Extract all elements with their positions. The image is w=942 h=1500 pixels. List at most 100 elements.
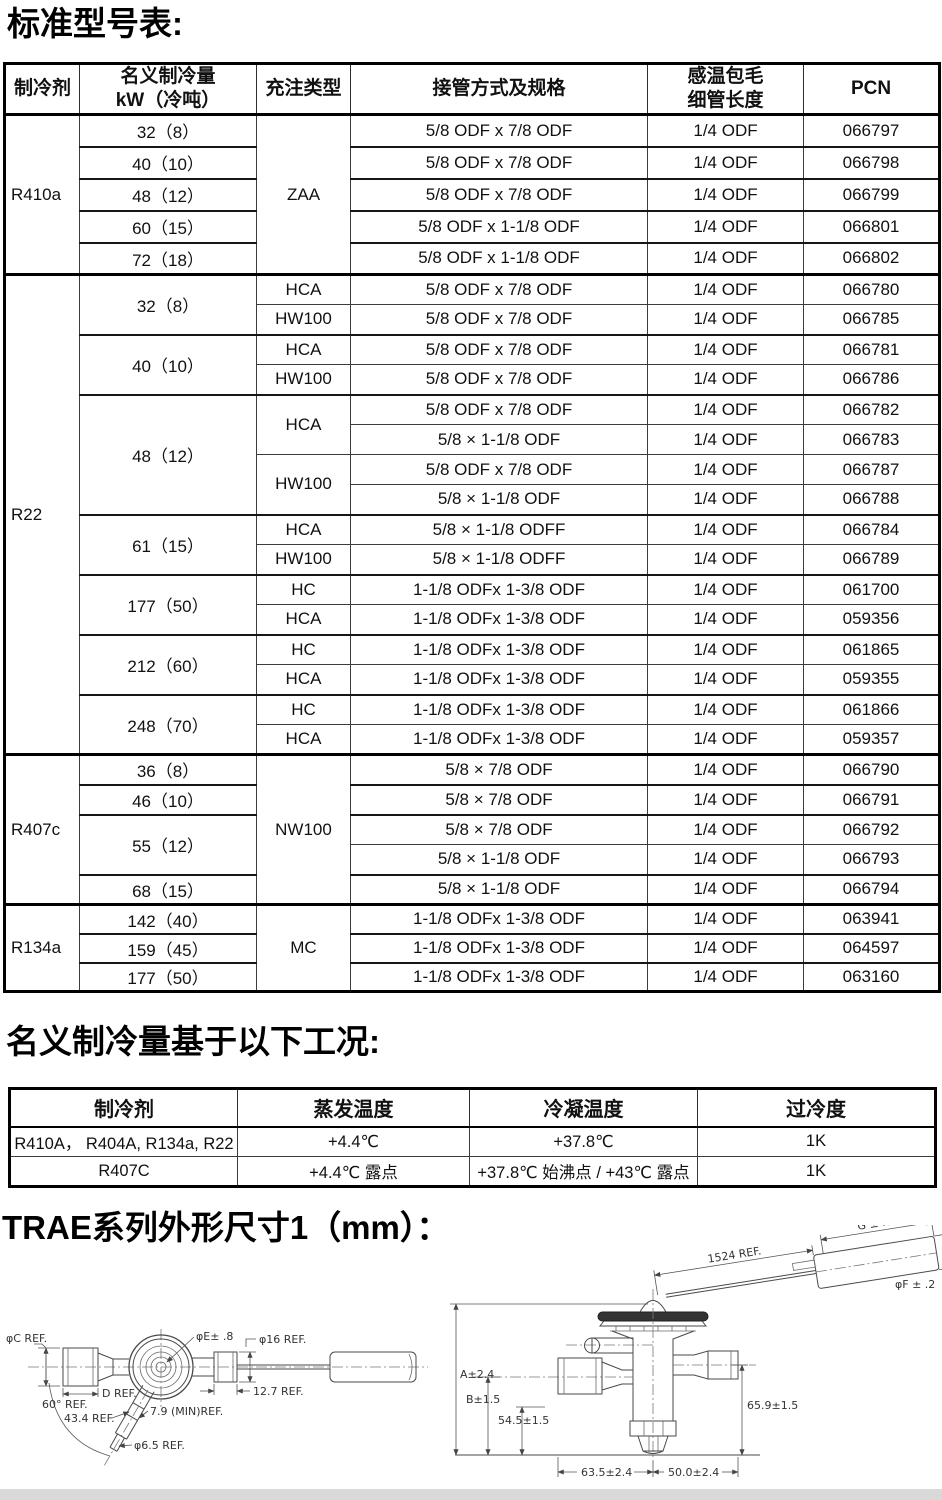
cell-bulb: 1/4 ODF	[647, 573, 804, 605]
cell-pcn: 066799	[803, 177, 940, 211]
dim-label-phi16: φ16 REF.	[259, 1333, 306, 1346]
cell-pcn: 066793	[803, 844, 940, 875]
col-header-subcooling: 过冷度	[697, 1088, 936, 1128]
table-row: 177（50） HC 1-1/8 ODFx 1-3/8 ODF 1/4 ODF 0617…	[5, 573, 940, 635]
dim-label-500: 50.0±2.4	[668, 1466, 719, 1479]
cell-connection: 5/8 ODF x 7/8 ODF	[350, 393, 648, 425]
cell-pcn: 059356	[803, 604, 940, 635]
dim-label-G: G ± .8	[856, 1225, 893, 1233]
cell-capacity: 48（12）	[79, 393, 257, 515]
cell-bulb: 1/4 ODF	[647, 393, 804, 425]
cell-connection: 1-1/8 ODFx 1-3/8 ODF	[350, 724, 648, 755]
table-row: 40（10） 5/8 ODF x 7/8 ODF 1/4 ODF 066798	[5, 145, 940, 179]
cell-pcn: 066794	[803, 873, 940, 905]
table-row: R410A， R404A, R134a, R22 +4.4℃ +37.8℃ 1K	[9, 1126, 936, 1157]
cell-charge: HCA	[256, 664, 351, 695]
cell-refrigerant: R22	[4, 273, 80, 755]
cell-bulb: 1/4 ODF	[647, 424, 804, 455]
cell-subcooling: 1K	[697, 1156, 936, 1187]
cell-connection: 5/8 × 1-1/8 ODF	[350, 424, 648, 455]
cell-charge: HCA	[256, 513, 351, 545]
table-row: R410a 32（8） ZAA 5/8 ODF x 7/8 ODF 1/4 ODF 066…	[4, 114, 940, 275]
cell-pcn: 066788	[803, 484, 940, 515]
cell-bulb: 1/4 ODF	[647, 544, 804, 575]
cell-connection: 1-1/8 ODFx 1-3/8 ODF	[350, 693, 648, 725]
cell-pcn: 059355	[803, 664, 940, 695]
cell-connection: 5/8 ODF x 7/8 ODF	[350, 145, 648, 179]
table-row: 212（60） HC 1-1/8 ODFx 1-3/8 ODF 1/4 ODF 0618…	[5, 633, 940, 695]
cell-charge: HC	[256, 573, 351, 605]
table-row: HW100 5/8 ODF x 7/8 ODF 1/4 ODF 066785	[5, 304, 940, 335]
cell-bulb: 1/4 ODF	[647, 873, 804, 905]
cell-bulb: 1/4 ODF	[647, 145, 804, 179]
cell-pcn: 066783	[803, 424, 940, 455]
cell-pcn: 066782	[803, 393, 940, 425]
table-row: 48（12） 5/8 ODF x 7/8 ODF 1/4 ODF 066799	[5, 177, 940, 211]
table-row: 159（45） 1-1/8 ODFx 1-3/8 ODF 1/4 ODF 064597	[5, 932, 940, 963]
table-row: 48（12） HCA 5/8 ODF x 7/8 ODF 1/4 ODF 066782	[5, 393, 940, 515]
dim-label-phiC: φC REF.	[6, 1332, 47, 1345]
cell-pcn: 061866	[803, 693, 940, 725]
models-header-row: 制冷剂 名义制冷量 kW（冷吨） 充注类型 接管方式及规格 感温包毛 细管长度 …	[4, 63, 940, 116]
table-row: HCA 1-1/8 ODFx 1-3/8 ODF 1/4 ODF 059357	[5, 724, 940, 755]
cell-bulb: 1/4 ODF	[647, 753, 804, 785]
cell-bulb: 1/4 ODF	[647, 932, 804, 963]
table-row: HCA 1-1/8 ODFx 1-3/8 ODF 1/4 ODF 059356	[5, 604, 940, 635]
table-row: R407C +4.4℃ 露点 +37.8℃ 始沸点 / +43℃ 露点 1K	[9, 1156, 936, 1187]
col-header-refrigerant: 制冷剂	[4, 63, 80, 116]
dimension-drawings: φC REF.	[6, 1225, 942, 1479]
cell-pcn: 066798	[803, 145, 940, 179]
cell-pcn: 066780	[803, 273, 940, 305]
table-row: R22 32（8） HCA 5/8 ODF x 7/8 ODF 1/4 ODF 06678…	[4, 273, 940, 755]
cell-connection: 1-1/8 ODFx 1-3/8 ODF	[350, 664, 648, 695]
table-row: 248（70） HC 1-1/8 ODFx 1-3/8 ODF 1/4 ODF 0618…	[5, 693, 940, 755]
cell-bulb: 1/4 ODF	[647, 177, 804, 211]
cell-refrigerant: R410A， R404A, R134a, R22	[9, 1126, 238, 1157]
cell-charge: HW100	[256, 304, 351, 335]
cell-connection: 5/8 ODF x 1-1/8 ODF	[350, 209, 648, 243]
table-row: 60（15） 5/8 ODF x 1-1/8 ODF 1/4 ODF 066801	[5, 209, 940, 243]
table-row: 5/8 × 1-1/8 ODF 1/4 ODF 066788	[5, 484, 940, 515]
conditions-header-row: 制冷剂 蒸发温度 冷凝温度 过冷度	[9, 1088, 936, 1128]
cell-charge: HCA	[256, 393, 351, 455]
cell-bulb: 1/4 ODF	[647, 484, 804, 515]
dim-label-60: 60° REF.	[42, 1398, 88, 1411]
cell-bulb: 1/4 ODF	[647, 664, 804, 695]
cell-capacity: 36（8）	[79, 753, 257, 785]
table-row: 46（10） 5/8 × 7/8 ODF 1/4 ODF 066791	[5, 783, 940, 815]
dimensions-section-title: TRAE系列外形尺寸1（mm）：	[2, 1209, 450, 1246]
cell-pcn: 063160	[803, 961, 940, 992]
table-row: HW100 5/8 × 1-1/8 ODFF 1/4 ODF 066789	[5, 544, 940, 575]
dim-label-phiF: φF ± .2	[895, 1278, 935, 1291]
table-row: HCA 1-1/8 ODFx 1-3/8 ODF 1/4 ODF 059355	[5, 664, 940, 695]
table-row: 61（15） HCA 5/8 × 1-1/8 ODFF 1/4 ODF 066784	[5, 513, 940, 575]
dim-label-659: 65.9±1.5	[747, 1399, 798, 1412]
models-section-title: 标准型号表:	[7, 5, 183, 42]
cell-bulb: 1/4 ODF	[647, 209, 804, 243]
table-row: HW100 5/8 ODF x 7/8 ODF 1/4 ODF 066786	[5, 364, 940, 395]
cell-connection: 5/8 × 1-1/8 ODFF	[350, 544, 648, 575]
cell-capacity: 40（10）	[79, 145, 257, 179]
dim-label-D: D REF.	[102, 1387, 137, 1400]
cell-connection: 5/8 ODF x 7/8 ODF	[350, 114, 648, 147]
cell-connection: 5/8 ODF x 7/8 ODF	[350, 364, 648, 395]
cell-pcn: 059357	[803, 724, 940, 755]
cell-bulb: 1/4 ODF	[647, 633, 804, 665]
cell-connection: 1-1/8 ODFx 1-3/8 ODF	[350, 604, 648, 635]
cell-capacity: 159（45）	[79, 932, 257, 963]
cell-charge: HC	[256, 693, 351, 725]
dim-label-545: 54.5±1.5	[498, 1414, 549, 1427]
cell-connection: 5/8 × 7/8 ODF	[350, 753, 648, 785]
col-header-capacity: 名义制冷量 kW（冷吨）	[79, 63, 257, 116]
cell-capacity: 212（60）	[79, 633, 257, 695]
cell-connection: 5/8 × 1-1/8 ODF	[350, 873, 648, 905]
dim-label-434: 43.4 REF.	[64, 1412, 115, 1425]
table-row: 55（12） 5/8 × 7/8 ODF 1/4 ODF 066792	[5, 813, 940, 875]
dim-label-79: 7.9 (MIN)REF.	[150, 1405, 223, 1418]
cell-connection: 5/8 ODF x 7/8 ODF	[350, 273, 648, 305]
cell-evap-temp: +4.4℃ 露点	[237, 1156, 470, 1187]
dim-label-127: 12.7 REF.	[253, 1385, 304, 1398]
cell-pcn: 064597	[803, 932, 940, 963]
cell-subcooling: 1K	[697, 1126, 936, 1157]
